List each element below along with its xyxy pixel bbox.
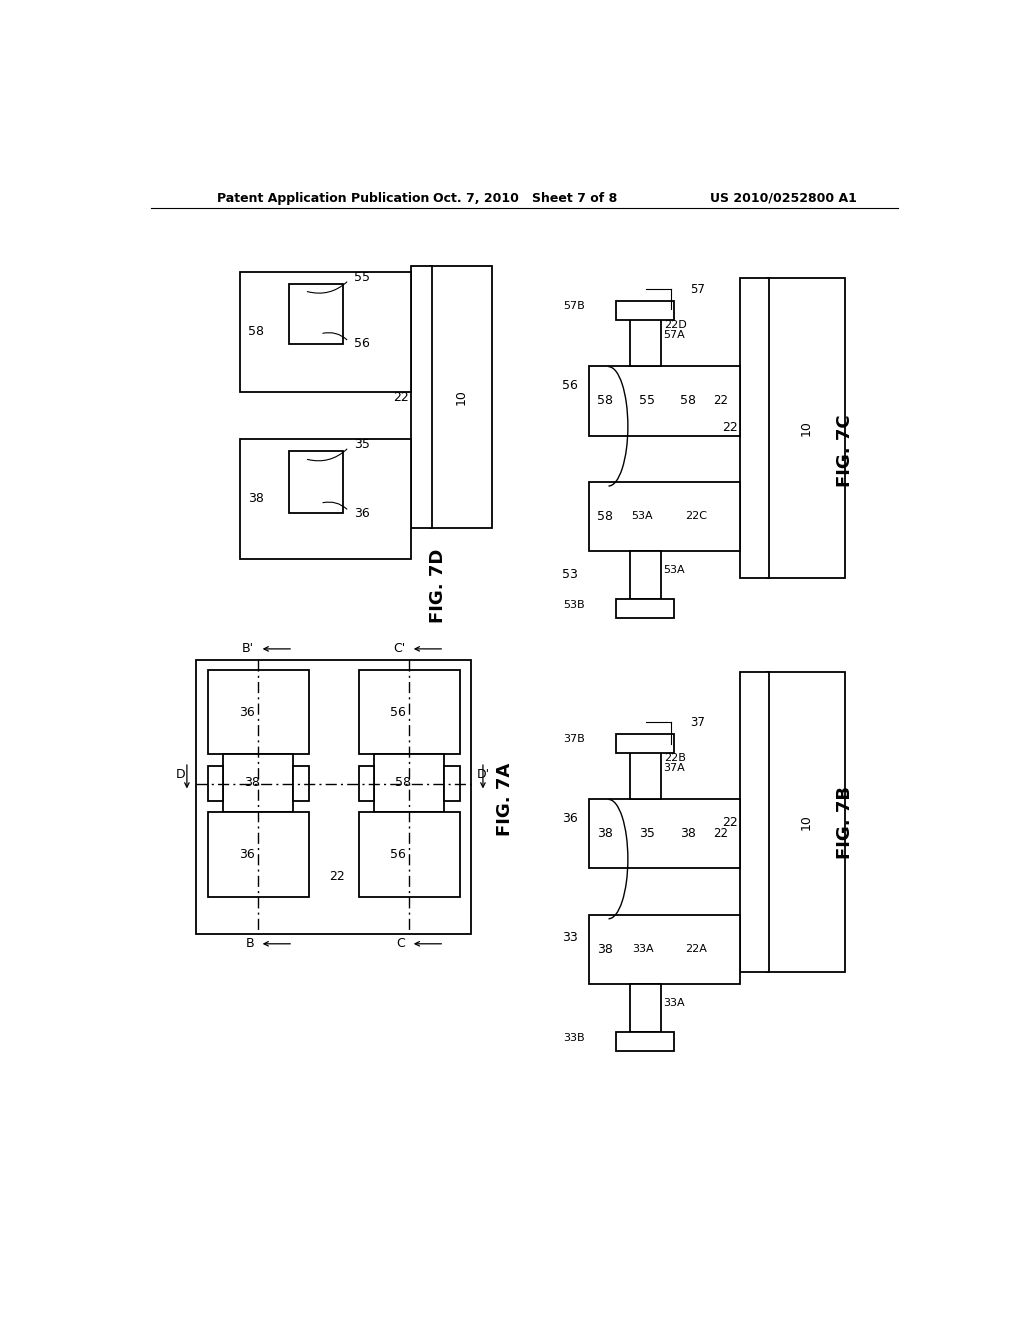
Text: 33: 33 — [562, 931, 578, 944]
Bar — [740, 277, 769, 578]
Text: 37: 37 — [690, 715, 705, 729]
Text: US 2010/0252800 A1: US 2010/0252800 A1 — [710, 191, 856, 205]
Text: FIG. 7C: FIG. 7C — [836, 414, 854, 487]
Text: B': B' — [243, 643, 254, 656]
Bar — [630, 983, 662, 1032]
Text: 22: 22 — [722, 816, 738, 829]
Text: FIG. 7B: FIG. 7B — [836, 785, 854, 858]
Text: 38: 38 — [680, 828, 696, 841]
Text: 10: 10 — [455, 389, 468, 405]
Bar — [289, 284, 343, 345]
Text: 56: 56 — [354, 338, 370, 351]
Text: 58: 58 — [248, 325, 264, 338]
Text: 58: 58 — [597, 510, 612, 523]
Bar — [430, 267, 493, 528]
Text: FIG. 7A: FIG. 7A — [496, 763, 514, 836]
Text: 57: 57 — [690, 282, 705, 296]
Bar — [444, 766, 460, 800]
Text: 53: 53 — [561, 568, 578, 581]
Text: 10: 10 — [800, 420, 813, 436]
Text: 37B: 37B — [563, 734, 586, 744]
Text: FIG. 7D: FIG. 7D — [429, 549, 447, 623]
Bar — [293, 766, 308, 800]
Text: D': D' — [476, 768, 489, 781]
Bar — [241, 440, 411, 558]
Text: 38: 38 — [244, 776, 260, 788]
Text: C: C — [396, 937, 406, 950]
Text: 56: 56 — [390, 705, 406, 718]
Text: 57A: 57A — [663, 330, 684, 341]
Text: 22B: 22B — [665, 754, 686, 763]
Text: 22: 22 — [714, 395, 728, 408]
Bar — [740, 672, 769, 973]
Bar — [359, 669, 460, 755]
Bar — [208, 669, 308, 755]
Text: 35: 35 — [639, 828, 655, 841]
Text: 58: 58 — [395, 776, 411, 788]
Text: 22: 22 — [393, 391, 409, 404]
Text: 22: 22 — [714, 828, 728, 841]
Bar — [616, 734, 675, 752]
Text: 53B: 53B — [563, 601, 586, 610]
Text: 33A: 33A — [663, 998, 684, 1008]
Text: 38: 38 — [597, 828, 612, 841]
Text: 55: 55 — [639, 395, 655, 408]
Text: D: D — [176, 768, 185, 781]
Text: 22: 22 — [722, 421, 738, 434]
Bar — [241, 272, 411, 392]
Text: 55: 55 — [354, 271, 371, 284]
Bar — [223, 755, 293, 812]
Text: 36: 36 — [239, 847, 254, 861]
Text: 37A: 37A — [663, 763, 684, 774]
Text: 38: 38 — [248, 492, 264, 506]
Bar — [616, 301, 675, 321]
Text: 58: 58 — [597, 395, 612, 408]
Bar — [767, 672, 845, 973]
Text: Patent Application Publication: Patent Application Publication — [217, 191, 429, 205]
Bar — [359, 812, 460, 896]
Text: 33B: 33B — [563, 1032, 586, 1043]
Bar — [616, 1032, 675, 1051]
Bar — [589, 915, 740, 983]
Text: 57B: 57B — [563, 301, 586, 312]
Bar — [767, 277, 845, 578]
Bar — [616, 599, 675, 618]
Text: 10: 10 — [800, 814, 813, 830]
Bar — [589, 799, 740, 869]
Bar — [208, 766, 223, 800]
Bar — [411, 267, 432, 528]
Text: 53A: 53A — [631, 511, 652, 521]
Bar — [630, 751, 662, 799]
Text: B: B — [246, 937, 254, 950]
Text: Oct. 7, 2010   Sheet 7 of 8: Oct. 7, 2010 Sheet 7 of 8 — [433, 191, 616, 205]
Text: 56: 56 — [390, 847, 406, 861]
Bar — [375, 755, 444, 812]
Text: C': C' — [393, 643, 406, 656]
Bar — [630, 552, 662, 599]
Text: 56: 56 — [561, 379, 578, 392]
Text: 22C: 22C — [685, 511, 708, 521]
Text: 36: 36 — [239, 705, 254, 718]
Text: 22: 22 — [330, 870, 345, 883]
Text: 22D: 22D — [665, 321, 687, 330]
Text: 38: 38 — [597, 942, 612, 956]
Bar — [359, 766, 375, 800]
Bar — [630, 318, 662, 367]
Bar — [589, 367, 740, 436]
Bar — [289, 451, 343, 512]
Text: 22A: 22A — [685, 944, 707, 954]
Text: 53A: 53A — [663, 565, 684, 576]
Bar — [197, 660, 471, 933]
Bar — [589, 482, 740, 552]
Text: 36: 36 — [354, 507, 370, 520]
Text: 33A: 33A — [633, 944, 654, 954]
Text: 36: 36 — [562, 812, 578, 825]
Text: 35: 35 — [354, 438, 370, 451]
Bar — [208, 812, 308, 896]
Text: 58: 58 — [680, 395, 696, 408]
